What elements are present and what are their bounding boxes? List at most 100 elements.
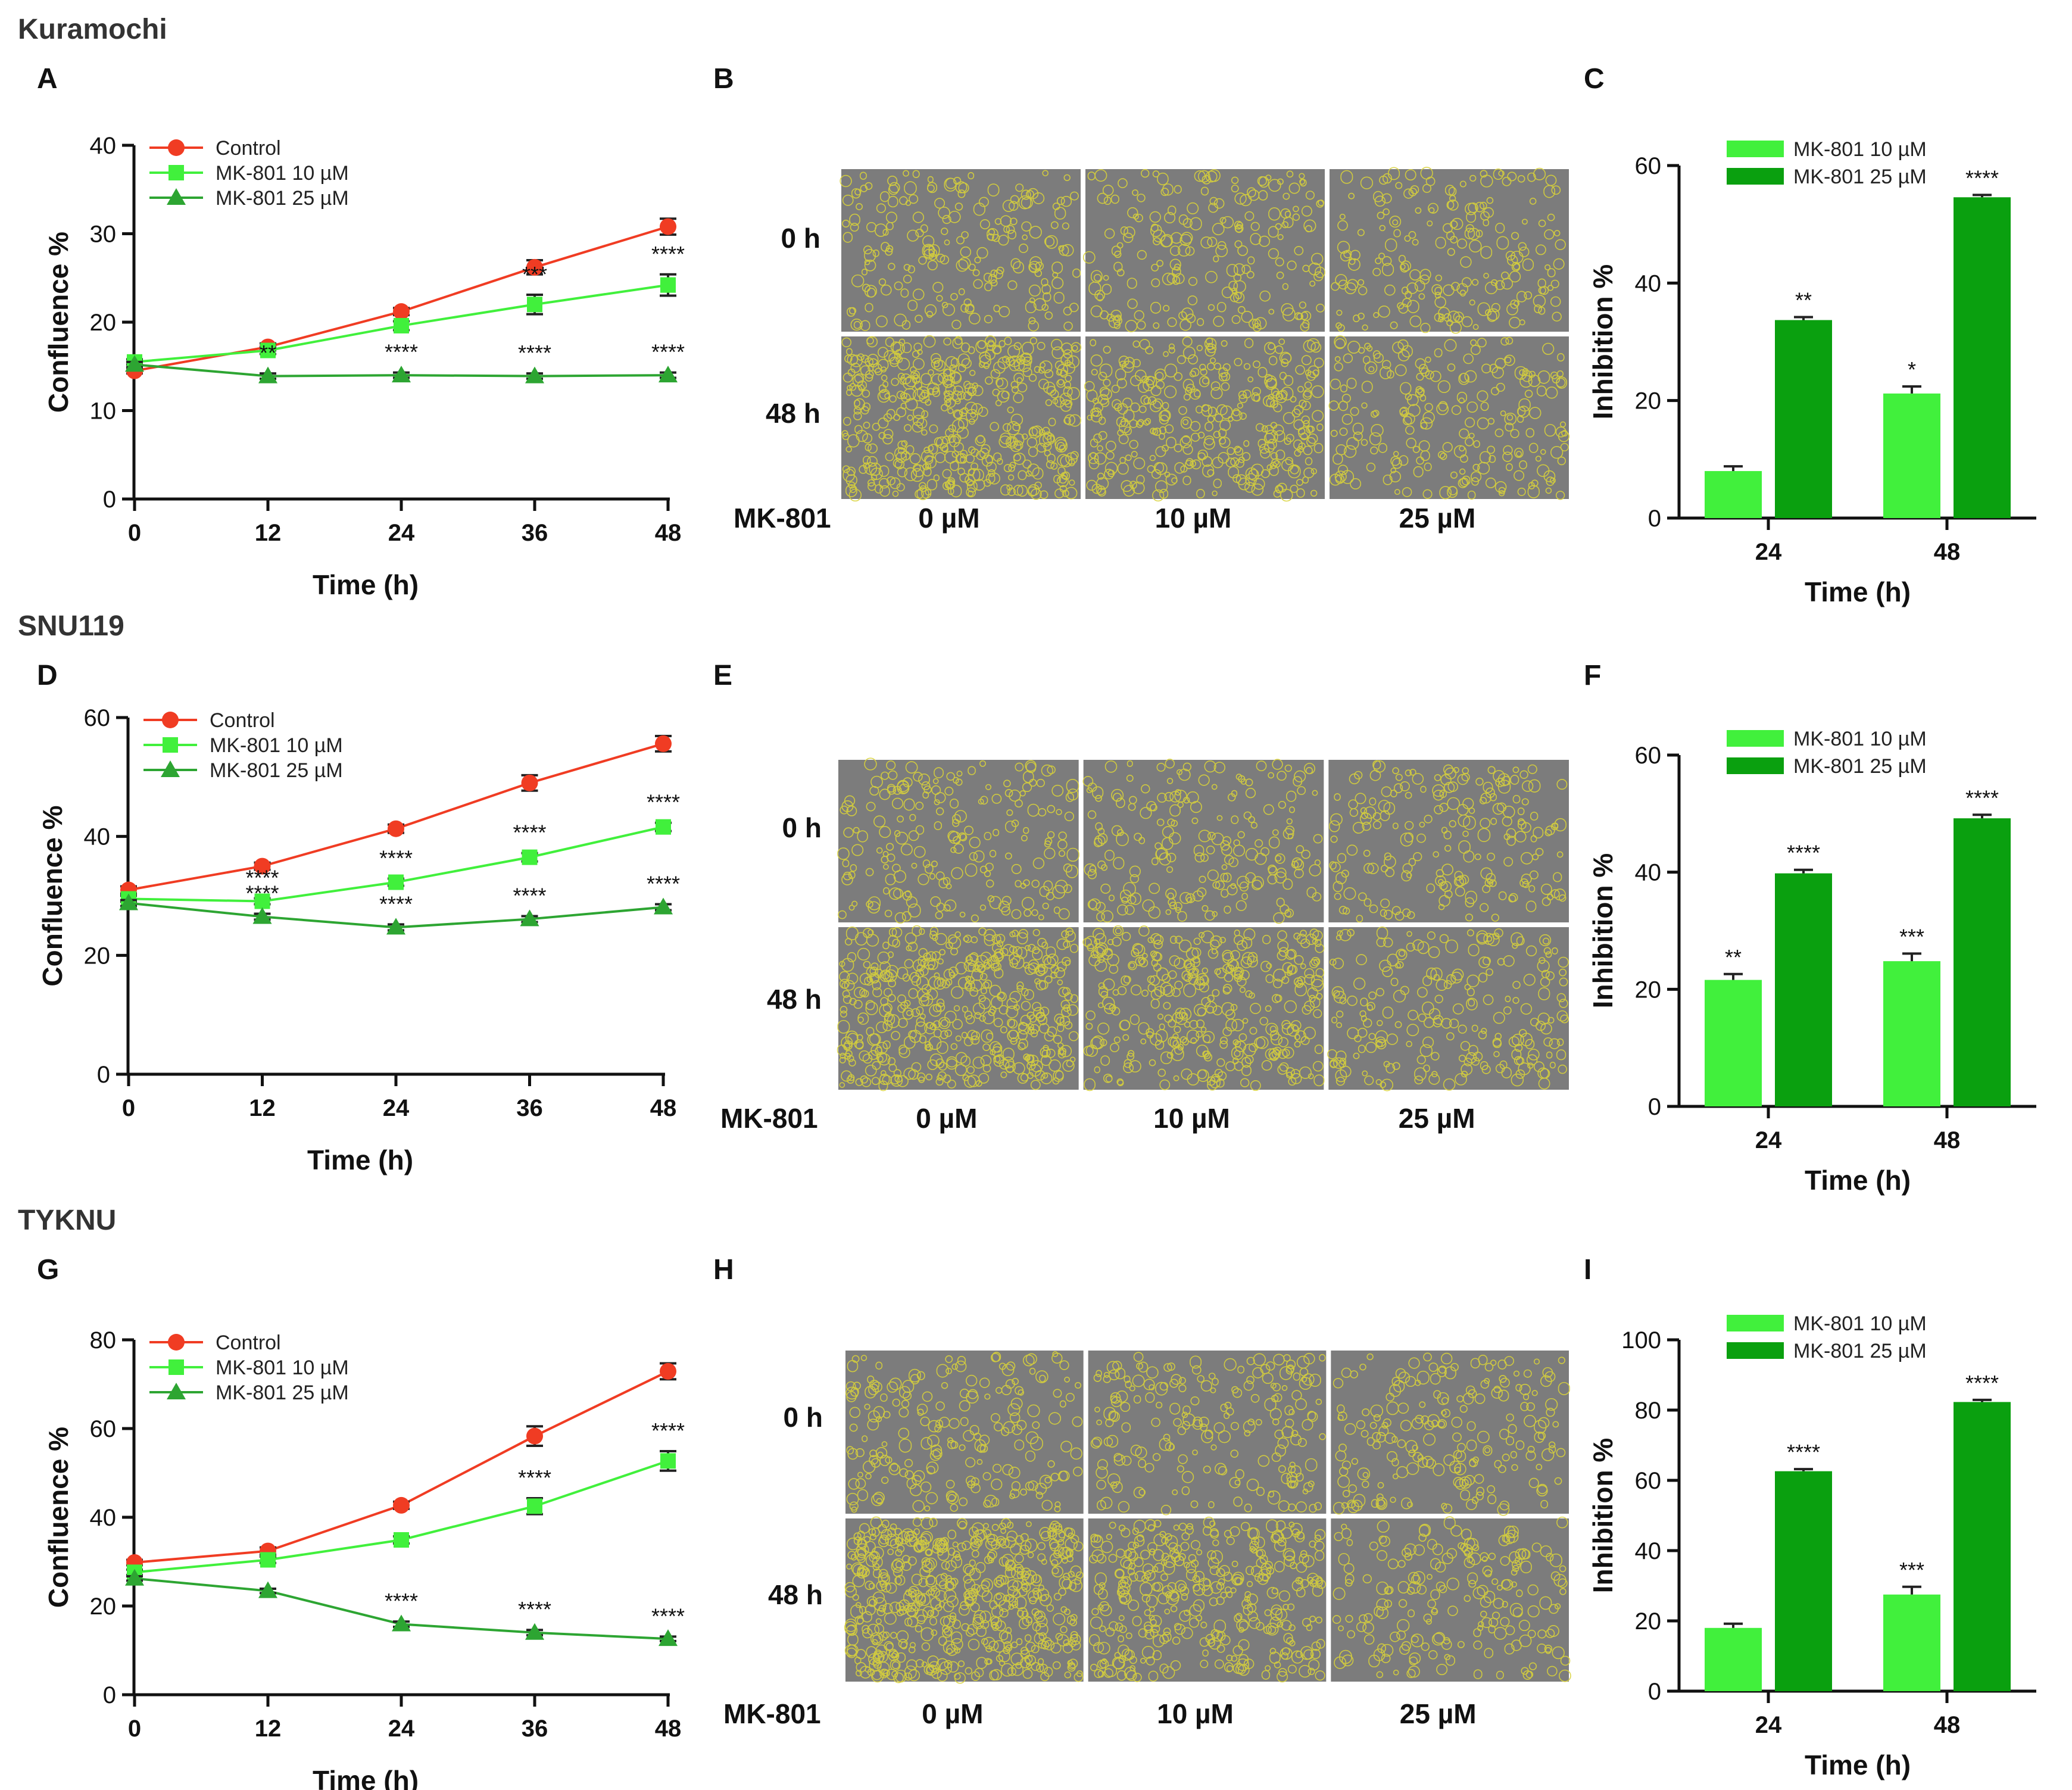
cell-outlines (841, 335, 1082, 502)
data-point (660, 277, 676, 293)
x-tick-label: 24 (383, 1095, 410, 1121)
micrograph-48h-0-m (841, 335, 1082, 502)
legend-label: MK-801 10 µM (1793, 138, 1927, 161)
micrograph-background (1331, 1351, 1569, 1514)
x-tick-label: 24 (1755, 539, 1782, 565)
micrograph-0h-25-m (1331, 1351, 1570, 1516)
panel-letter-e: E (713, 660, 732, 691)
column-label-10-m: 10 µM (1153, 1103, 1230, 1134)
legend-label: Control (210, 709, 275, 732)
y-tick-label: 40 (90, 133, 117, 159)
bar-mk-801-10-m-48h (1883, 1594, 1940, 1691)
significance-label: **** (651, 340, 685, 364)
data-point (521, 774, 538, 791)
x-tick-label: 36 (522, 520, 548, 546)
data-point (660, 1453, 676, 1469)
x-tick-label: 48 (1934, 1712, 1961, 1738)
legend-item-mk-801-25-m: MK-801 25 µM (149, 187, 349, 210)
significance-label: **** (651, 242, 685, 266)
section-title-snu119: SNU119 (18, 610, 124, 642)
cell-outlines (1329, 760, 1568, 923)
significance-label: **** (518, 341, 551, 365)
y-tick-label: 0 (97, 1062, 110, 1088)
y-tick-label: 40 (90, 1505, 117, 1531)
micrograph-48h-0-m (844, 1516, 1084, 1684)
y-axis-title: Inhibition % (1587, 264, 1618, 420)
legend-item-mk-801-25-m: MK-801 25 µM (1727, 1340, 1927, 1362)
row-label-0h: 0 h (784, 1402, 823, 1433)
data-point (260, 342, 276, 358)
y-tick-label: 20 (1635, 977, 1662, 1003)
x-tick-label: 48 (650, 1095, 677, 1121)
legend-label: MK-801 25 µM (1793, 166, 1927, 188)
data-point (659, 1629, 678, 1646)
microscopy-grid-kuramochi: 0 h 48 h MK-801 0 µM 10 µM 25 µM (734, 167, 1570, 534)
x-tick-label: 48 (1934, 539, 1961, 565)
cell-outlines (1333, 1352, 1570, 1516)
column-label-0-m: 0 µM (916, 1103, 977, 1134)
micrograph-48h-25-m (1327, 927, 1569, 1092)
micrograph-0h-10-m (1088, 1351, 1327, 1515)
x-tick-label: 24 (1755, 1127, 1782, 1153)
x-tick-label: 12 (255, 520, 282, 546)
micrograph-background (1083, 760, 1324, 922)
cell-outlines (1327, 927, 1569, 1092)
data-point (386, 918, 405, 935)
legend-swatch (1727, 1342, 1784, 1359)
column-label-25-m: 25 µM (1399, 503, 1476, 534)
row-label-0h: 0 h (781, 223, 820, 254)
legend-item-control: Control (149, 1331, 281, 1354)
x-tick-label: 12 (249, 1095, 276, 1121)
data-point (258, 366, 277, 383)
microscopy-grid-tyknu: 0 h 48 h MK-801 0 µM 10 µM 25 µM (723, 1351, 1571, 1729)
x-axis-title: Time (h) (1805, 576, 1911, 607)
legend-marker (167, 188, 186, 205)
legend-label: MK-801 10 µM (1793, 728, 1927, 750)
legend-item-mk-801-25-m: MK-801 25 µM (143, 759, 343, 782)
data-point (656, 819, 671, 835)
micrograph-0h-25-m (1328, 760, 1569, 923)
cell-outlines (1090, 1352, 1326, 1515)
legend-marker (167, 1383, 186, 1399)
legend-label: MK-801 25 µM (216, 187, 349, 210)
legend-item-mk-801-10-m: MK-801 10 µM (1727, 728, 1927, 750)
data-point (525, 1623, 544, 1640)
legend-swatch (1727, 757, 1784, 774)
x-tick-label: 24 (388, 1716, 415, 1742)
y-tick-label: 20 (1635, 1608, 1662, 1635)
row-label-48h: 48 h (766, 398, 820, 429)
row-label-48h: 48 h (768, 1579, 823, 1610)
cell-outlines (1082, 759, 1323, 924)
panel-letter-d: D (37, 660, 58, 691)
legend-swatch (1727, 141, 1784, 157)
x-tick-label: 48 (1934, 1127, 1961, 1153)
significance-label: **** (1787, 1440, 1820, 1464)
legend-label: MK-801 25 µM (210, 759, 343, 782)
bar-mk-801-25-m-24h (1775, 1471, 1832, 1691)
cell-outlines (837, 925, 1079, 1092)
series-mk-801-25-m: ** **** **** **** (125, 340, 685, 383)
y-axis-title: Confluence % (37, 805, 68, 986)
y-tick-label: 0 (103, 487, 116, 513)
panel-letter-h: H (713, 1254, 734, 1286)
data-point (392, 366, 411, 383)
legend-marker (161, 760, 180, 777)
panel-letter-f: F (1584, 660, 1601, 691)
y-tick-label: 40 (1635, 860, 1662, 886)
micrograph-0h-0-m (840, 169, 1081, 332)
data-point (526, 258, 543, 276)
x-tick-label: 36 (516, 1095, 543, 1121)
y-tick-label: 0 (103, 1682, 116, 1708)
significance-label: * (1908, 357, 1916, 382)
micrograph-0h-0-m (845, 1351, 1084, 1514)
significance-label: **** (651, 1418, 685, 1443)
data-point (654, 897, 673, 915)
panel-letter-c: C (1584, 63, 1605, 95)
cell-outlines (1328, 335, 1570, 500)
cell-outlines (845, 1351, 1083, 1513)
y-tick-label: 80 (90, 1327, 117, 1354)
line-chart-snu119: 0 20 40 60 0 12 24 36 48 Time (h) Confluence % ****… (37, 705, 680, 1175)
cell-outlines (1331, 167, 1566, 334)
y-axis-title: Confluence % (43, 1427, 74, 1608)
